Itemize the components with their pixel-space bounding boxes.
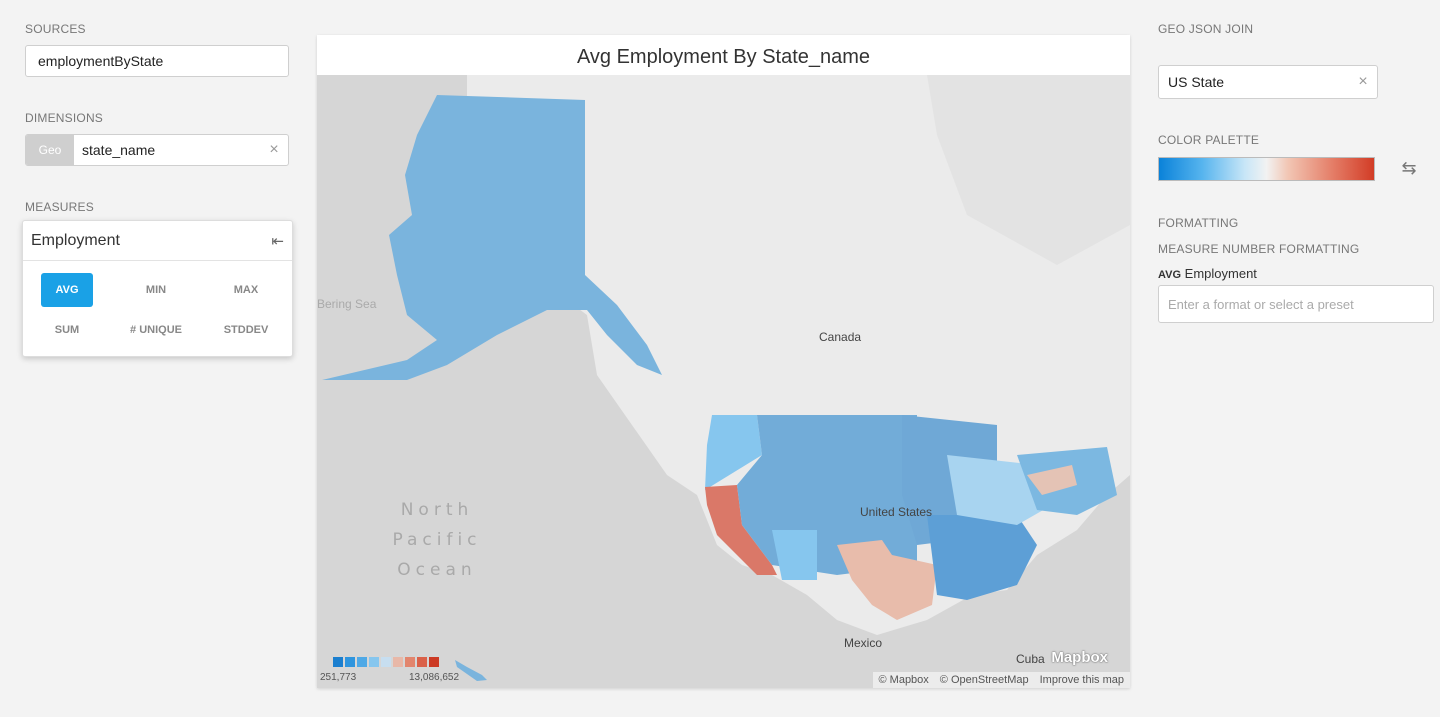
swap-icon[interactable]: ⇆ [1401,158,1417,178]
color-palette-bar[interactable] [1158,157,1375,181]
source-field[interactable]: employmentByState [25,45,289,77]
greenland-land [927,75,1130,265]
legend-swatch [345,657,355,667]
southeast-states-region [927,515,1037,600]
geo-join-value: US State [1168,74,1225,90]
ocean-label-line2: Pacific [392,530,482,550]
clear-geo-join-icon[interactable]: × [1358,73,1368,90]
new-york-state [1027,465,1077,495]
agg-stddev-button[interactable]: STDDEV [223,324,269,336]
clear-dimension-icon[interactable]: × [269,141,279,158]
legend-swatch [417,657,427,667]
legend-swatch [381,657,391,667]
ocean-label-line3: Ocean [397,560,477,580]
chart-title: Avg Employment By State_name [576,46,871,68]
ocean-label-line1: North [400,500,474,520]
cuba-label: Cuba [1016,652,1045,666]
measures-label: MEASURES [25,200,94,214]
chart-panel: Avg Employment By State_name Bering Sea … [317,35,1130,688]
format-input[interactable] [1158,285,1434,323]
western-states-region [737,415,917,575]
hawaii-islands [455,660,487,681]
format-measure: Employment [1184,266,1257,281]
dimensions-label: DIMENSIONS [25,111,104,125]
color-palette-label: COLOR PALETTE [1158,133,1260,147]
osm-attribution-link[interactable]: © OpenStreetMap [939,674,1029,686]
map-attribution: © Mapbox © OpenStreetMap Improve this ma… [872,672,1130,688]
bering-sea-label: Bering Sea [317,297,377,311]
geo-tag[interactable]: Geo [26,135,74,165]
mapbox-attribution-link[interactable]: © Mapbox [878,674,929,686]
mexico-label: Mexico [844,636,883,650]
pacific-northwest-region [705,415,762,490]
measure-number-formatting-label: MEASURE NUMBER FORMATTING [1158,242,1360,256]
dimension-field[interactable]: Geo state_name × [25,134,289,166]
agg-avg-button[interactable]: AVG [41,273,93,307]
legend-swatch [393,657,403,667]
agg-unique-button[interactable]: # UNIQUE [130,324,182,336]
ocean-label: North Pacific Ocean [377,495,497,585]
agg-min-button[interactable]: MIN [145,284,167,296]
mapbox-logo[interactable]: Mapbox [1051,649,1108,666]
california-state [705,485,777,575]
map-canvas [322,75,1130,681]
legend-min-value: 251,773 [320,672,357,683]
format-agg: AVG [1158,269,1182,281]
geo-join-select[interactable]: US State × [1158,65,1378,99]
united-states-label: United States [860,505,933,519]
agg-max-button[interactable]: MAX [233,284,259,296]
agg-sum-button[interactable]: SUM [54,324,80,336]
formatting-label: FORMATTING [1158,216,1239,230]
color-legend [333,657,439,667]
alaska-region [322,95,662,380]
sources-label: SOURCES [25,22,86,36]
choropleth-map[interactable]: Bering Sea Canada United States Mexico C… [317,75,1130,688]
format-measure-label: AVG Employment [1158,266,1257,281]
canada-label: Canada [819,330,862,344]
measure-header: Employment ⇤ [23,221,292,261]
legend-swatch [405,657,415,667]
measure-card: Employment ⇤ AVG MIN MAX SUM # UNIQUE ST… [22,220,293,357]
texas-state [837,540,937,620]
legend-swatch [429,657,439,667]
southwest-states-region [772,530,817,580]
collapse-icon[interactable]: ⇤ [271,232,284,250]
improve-map-link[interactable]: Improve this map [1039,674,1124,686]
geo-join-label: GEO JSON JOIN [1158,22,1254,36]
measure-title: Employment [31,231,120,249]
legend-swatch [333,657,343,667]
legend-max-value: 13,086,652 [409,672,460,683]
legend-swatch [357,657,367,667]
dimension-value: state_name [82,142,156,158]
legend-swatch [369,657,379,667]
